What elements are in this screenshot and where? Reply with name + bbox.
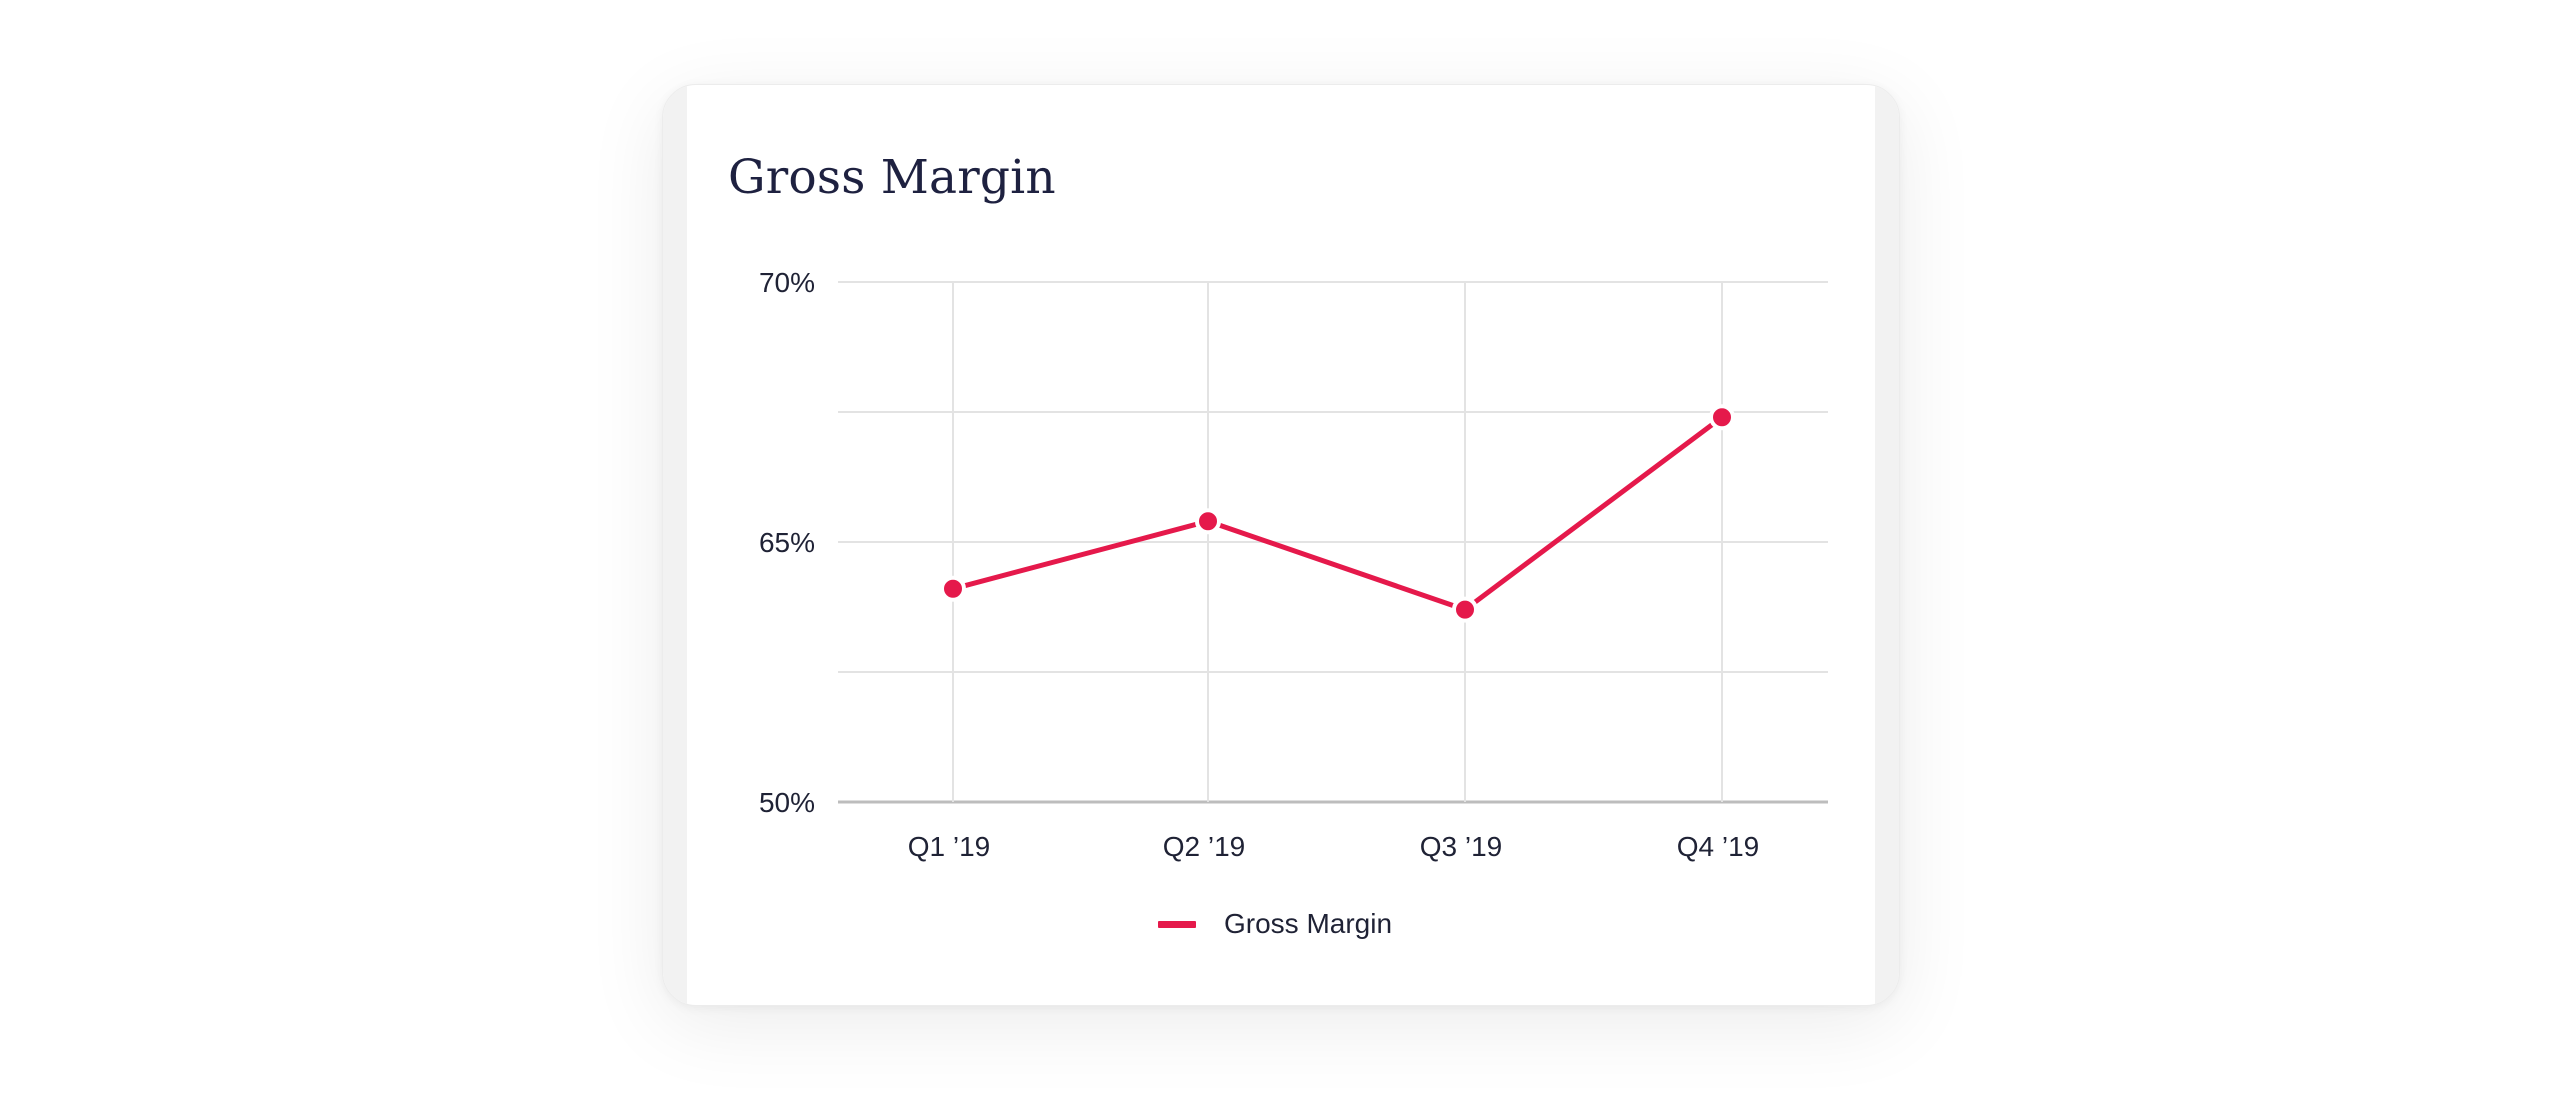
y-tick-label: 70% (759, 267, 815, 298)
x-tick-label: Q2 ’19 (1163, 831, 1246, 862)
chart-legend: Gross Margin (1158, 908, 1392, 940)
chart-title: Gross Margin (728, 150, 1056, 205)
x-tick-label: Q3 ’19 (1420, 831, 1503, 862)
data-point (1709, 404, 1735, 431)
data-point (940, 575, 966, 602)
card-edge-right (1875, 85, 1899, 1005)
series-line-gross-margin (950, 414, 1725, 613)
legend-label-gross-margin: Gross Margin (1224, 908, 1393, 939)
x-tick-label: Q4 ’19 (1677, 831, 1760, 862)
y-tick-label: 65% (759, 527, 815, 558)
legend-swatch-gross-margin (1158, 920, 1196, 928)
y-tick-label: 50% (759, 787, 815, 818)
card-edge-left (663, 85, 687, 1005)
data-point (1452, 596, 1478, 623)
data-point (1195, 508, 1221, 535)
x-tick-label: Q1 ’19 (908, 831, 991, 862)
